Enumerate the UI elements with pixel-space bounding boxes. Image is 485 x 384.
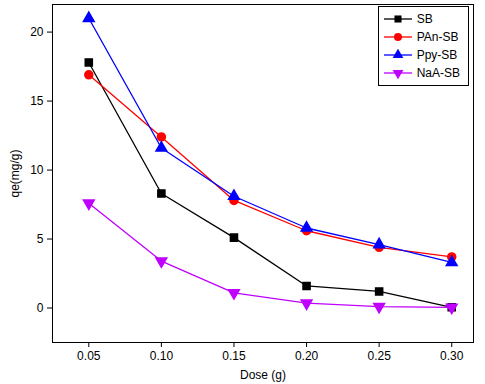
svg-text:5: 5 <box>37 232 44 246</box>
html-text:NaA-SB: NaA-SB <box>416 66 460 80</box>
html-text:Ppy-SB: Ppy-SB <box>416 48 458 62</box>
svg-text:0.15: 0.15 <box>222 349 246 363</box>
svg-text:0.05: 0.05 <box>77 349 101 363</box>
svg-text:0.10: 0.10 <box>150 349 174 363</box>
svg-text:0.30: 0.30 <box>440 349 464 363</box>
svg-text:0: 0 <box>37 301 44 315</box>
svg-text:0.20: 0.20 <box>295 349 319 363</box>
svg-text:20: 20 <box>30 25 44 39</box>
html-text:PAn-SB: PAn-SB <box>416 30 459 44</box>
svg-text:15: 15 <box>30 94 44 108</box>
svg-text:qe(mg/g): qe(mg/g) <box>8 149 22 197</box>
html-text:SB: SB <box>416 12 433 26</box>
svg-text:0.25: 0.25 <box>367 349 391 363</box>
svg-text:10: 10 <box>30 163 44 177</box>
svg-text:Dose (g): Dose (g) <box>240 368 286 382</box>
